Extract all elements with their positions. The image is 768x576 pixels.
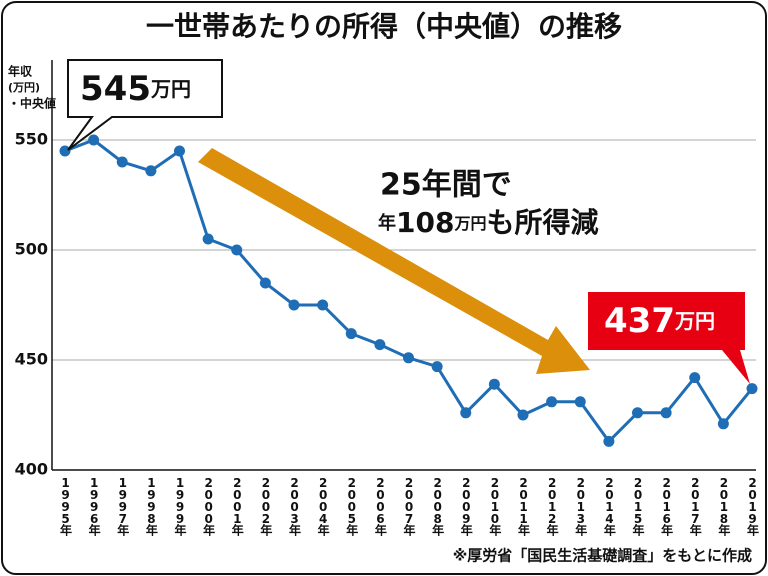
point (546, 396, 558, 408)
x-tick-label: 2000年 (202, 476, 216, 537)
trend-arrow (198, 148, 590, 374)
callout: 437万円 (604, 301, 715, 341)
y-tick-label: 550 (15, 130, 48, 149)
point (345, 328, 357, 340)
callout-box (67, 59, 223, 151)
point (145, 165, 157, 177)
y-label: 年収 (8, 64, 33, 79)
x-tick-label: 1995年 (59, 476, 73, 537)
x-tick-label: 2018年 (717, 476, 731, 537)
point (603, 435, 615, 447)
x-tick-label: 2014年 (602, 476, 616, 537)
callout-box (588, 292, 750, 384)
annotation-part: も所得減 (486, 206, 598, 239)
point (317, 299, 329, 311)
point (517, 409, 529, 421)
x-tick-label: 2005年 (345, 476, 359, 537)
x-tick-label: 2013年 (574, 476, 588, 537)
x-tick-label: 2002年 (259, 476, 273, 537)
plot: 400 450 500 550 1995年 1996年 1997年 1998年 1999年 200… (15, 60, 760, 537)
x-tick-label: 2007年 (402, 476, 416, 537)
point (689, 372, 701, 384)
point (660, 407, 672, 419)
point (259, 277, 271, 289)
callout-number: 545 (80, 69, 151, 109)
x-tick-label: 2003年 (288, 476, 302, 537)
x-tick-label: 2011年 (517, 476, 531, 537)
x-tick-label: 2016年 (660, 476, 674, 537)
point (374, 339, 386, 351)
y-label: (万円) (8, 81, 40, 94)
point (59, 145, 71, 157)
point (231, 244, 243, 256)
annotation-part: 108 (396, 206, 454, 239)
annotation: 25年間で (380, 168, 512, 203)
point (288, 299, 300, 311)
point (488, 378, 500, 390)
y-tick-label: 500 (15, 240, 48, 259)
point (746, 383, 758, 395)
x-tick-label: 2010年 (488, 476, 502, 537)
point (574, 396, 586, 408)
x-tick-label: 2008年 (431, 476, 445, 537)
y-label: ・中央値 (8, 96, 56, 111)
point (116, 156, 128, 168)
x-tick-label: 2009年 (459, 476, 473, 537)
annotation-part: 年 (378, 212, 396, 234)
x-tick-label: 1997年 (116, 476, 130, 537)
x-tick-label: 2019年 (746, 476, 760, 537)
point (88, 134, 100, 146)
x-tick-label: 2004年 (316, 476, 330, 537)
x-tick-label: 2012年 (545, 476, 559, 537)
chart-title: 一世帯あたりの所得（中央値）の推移 (146, 10, 622, 43)
point (431, 361, 443, 373)
callout-number: 437 (604, 301, 675, 341)
source: ※厚労省「国民生活基礎調査」をもとに作成 (453, 547, 752, 565)
x-tick-label: 2001年 (230, 476, 244, 537)
callout: 545万円 (80, 69, 191, 109)
point (202, 233, 214, 245)
x-tick-label: 2017年 (688, 476, 702, 537)
x-tick-label: 2006年 (373, 476, 387, 537)
annotation: 年108万円も所得減 (378, 206, 598, 239)
x-tick-label: 1996年 (87, 476, 101, 537)
annotation-part: 万円 (453, 214, 486, 233)
point (174, 145, 185, 157)
y-tick-label: 400 (15, 460, 48, 479)
x-tick-label: 1998年 (144, 476, 158, 537)
point (717, 418, 729, 430)
x-tick-label: 2015年 (631, 476, 645, 537)
x-tick-label: 1999年 (173, 476, 187, 537)
callout-unit: 万円 (674, 309, 715, 333)
point (632, 407, 643, 419)
callout-unit: 万円 (150, 77, 191, 101)
point (460, 407, 472, 419)
point (403, 352, 414, 364)
y-tick-label: 450 (15, 350, 48, 369)
